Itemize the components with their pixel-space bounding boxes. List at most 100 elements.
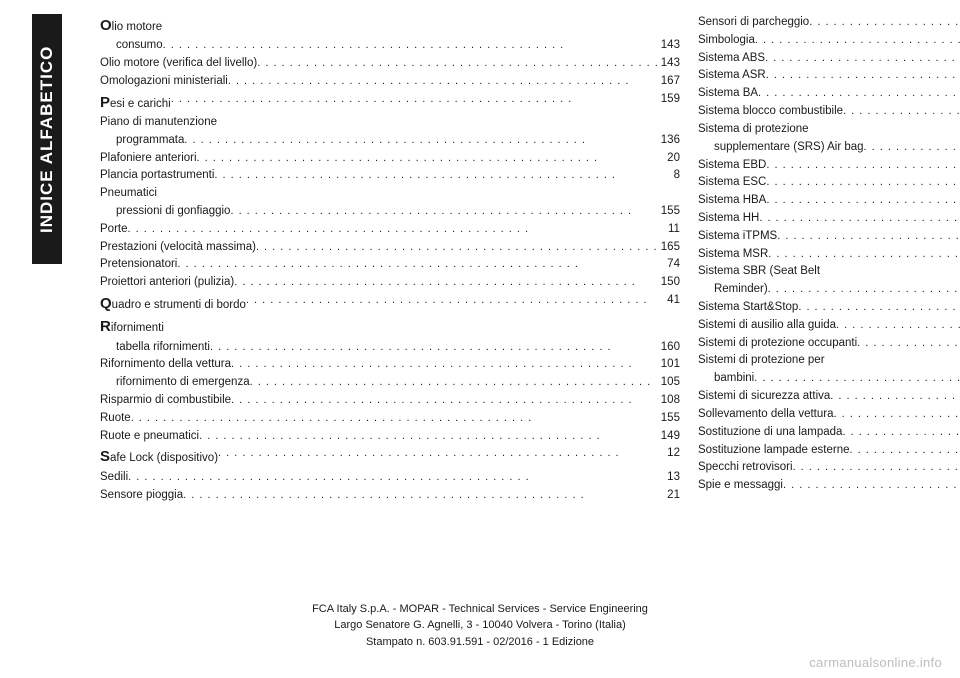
index-entry-page: 20 bbox=[665, 150, 680, 168]
index-entry-dots bbox=[197, 150, 666, 168]
index-entry-page: 143 bbox=[659, 55, 680, 73]
index-entry-dots bbox=[809, 14, 960, 32]
index-entry-dots bbox=[228, 73, 659, 91]
index-entry-label: Sistema HBA bbox=[698, 192, 766, 210]
index-entry: pressioni di gonfiaggio 155 bbox=[100, 203, 680, 221]
index-entry-dots bbox=[163, 37, 659, 55]
index-entry-dots bbox=[798, 299, 960, 317]
index-entry-label: Sistema Start&Stop bbox=[698, 299, 798, 317]
index-entry-label: Specchi retrovisori bbox=[698, 459, 793, 477]
index-entry-page: 155 bbox=[659, 203, 680, 221]
index-entry-label: Sistema iTPMS bbox=[698, 228, 777, 246]
index-entry: Safe Lock (dispositivo)12 bbox=[100, 445, 680, 468]
index-entry-label: Risparmio di combustibile bbox=[100, 392, 231, 410]
index-entry-page: 159 bbox=[659, 91, 680, 114]
index-entry-dots bbox=[768, 246, 960, 264]
index-entry-label: Rifornimento della vettura bbox=[100, 356, 231, 374]
index-entry-dots bbox=[849, 442, 960, 460]
index-entry-dots bbox=[766, 174, 960, 192]
index-entry: Simbologia4 bbox=[698, 32, 960, 50]
index-entry-label: tabella rifornimenti bbox=[116, 339, 210, 357]
index-entry-label: Sistema di protezione bbox=[698, 121, 809, 139]
index-entry-label: Sistemi di protezione per bbox=[698, 352, 825, 370]
index-entry-dots bbox=[210, 339, 659, 357]
index-entry-label: Prestazioni (velocità massima) bbox=[100, 239, 256, 257]
index-entry-initial: R bbox=[100, 315, 111, 338]
index-entry-label: supplementare (SRS) Air bag bbox=[714, 139, 864, 157]
index-entry-label: rifornimento di emergenza bbox=[116, 374, 250, 392]
index-entry-dots bbox=[128, 221, 667, 239]
index-entry: Sollevamento della vettura147 bbox=[698, 406, 960, 424]
index-entry: Pretensionatori74 bbox=[100, 256, 680, 274]
index-entry-label: Sistema HH bbox=[698, 210, 759, 228]
index-entry-dots bbox=[183, 487, 665, 505]
index-entry-label: Ruote bbox=[100, 410, 131, 428]
index-entry-dots bbox=[246, 292, 665, 315]
index-entry: Prestazioni (velocità massima) 165 bbox=[100, 239, 680, 257]
index-entry-dots bbox=[754, 370, 960, 388]
index-entry-dots bbox=[842, 424, 960, 442]
index-entry-label: Sollevamento della vettura bbox=[698, 406, 834, 424]
index-entry-dots bbox=[177, 256, 665, 274]
index-entry-dots bbox=[171, 91, 659, 114]
index-entry-dots bbox=[234, 274, 659, 292]
index-entry-label: Porte bbox=[100, 221, 128, 239]
index-entry: Plafoniere anteriori20 bbox=[100, 150, 680, 168]
index-entry-dots bbox=[758, 85, 960, 103]
index-entry: Sostituzione di una lampada111 bbox=[698, 424, 960, 442]
index-entry-dots bbox=[857, 335, 960, 353]
index-entry-page: 150 bbox=[659, 274, 680, 292]
index-entry: Piano di manutenzione bbox=[100, 114, 680, 132]
index-entry: Sistema MSR57 bbox=[698, 246, 960, 264]
index-entry: Rifornimenti bbox=[100, 315, 680, 338]
index-entry-page: 8 bbox=[672, 167, 680, 185]
footer: FCA Italy S.p.A. - MOPAR - Technical Ser… bbox=[0, 601, 960, 651]
section-tab: INDICE ALFABETICO bbox=[32, 14, 62, 264]
index-entry: consumo143 bbox=[100, 37, 680, 55]
index-entry-dots bbox=[256, 239, 659, 257]
index-entry-label: Pesi e carichi bbox=[100, 91, 171, 114]
index-entry-dots bbox=[199, 428, 659, 446]
index-entry-dots bbox=[843, 103, 960, 121]
index-entry-initial: P bbox=[100, 91, 110, 114]
index-entry-dots bbox=[230, 203, 658, 221]
index-entry-dots bbox=[231, 392, 659, 410]
index-entry-dots bbox=[257, 55, 659, 73]
index-entry-page: 136 bbox=[659, 132, 680, 150]
index-entry-page: 21 bbox=[665, 487, 680, 505]
index-entry: bambini77 bbox=[698, 370, 960, 388]
index-entry-label: Rifornimenti bbox=[100, 315, 164, 338]
index-entry-dots bbox=[766, 192, 960, 210]
index-entry-page: 167 bbox=[659, 73, 680, 91]
index-entry-label: Sistemi di sicurezza attiva bbox=[698, 388, 830, 406]
index-entry-page: 13 bbox=[665, 469, 680, 487]
index-entry-label: Pneumatici bbox=[100, 185, 157, 203]
index-entry-label: Sistema SBR (Seat Belt bbox=[698, 263, 820, 281]
index-entry-page: 11 bbox=[666, 221, 680, 239]
footer-line-2: Largo Senatore G. Agnelli, 3 - 10040 Vol… bbox=[0, 617, 960, 634]
index-entry-page: 165 bbox=[659, 239, 680, 257]
index-entry-label: Proiettori anteriori (pulizia) bbox=[100, 274, 234, 292]
index-entry: Sistema ASR56 bbox=[698, 67, 960, 85]
index-entry-label: Simbologia bbox=[698, 32, 755, 50]
index-column-2: Sensori di parcheggio102Simbologia4Siste… bbox=[698, 14, 960, 588]
index-entry-dots bbox=[766, 67, 960, 85]
index-entry: Sistemi di sicurezza attiva55 bbox=[698, 388, 960, 406]
index-entry: Sistema BA57 bbox=[698, 85, 960, 103]
index-entry-page: 108 bbox=[659, 392, 680, 410]
index-entry-label: Sistema ESC bbox=[698, 174, 766, 192]
index-entry: supplementare (SRS) Air bag89 bbox=[698, 139, 960, 157]
index-entry-label: Piano di manutenzione bbox=[100, 114, 217, 132]
index-entry: Ruote 155 bbox=[100, 410, 680, 428]
index-entry-label: Sistema BA bbox=[698, 85, 758, 103]
index-entry-dots bbox=[793, 459, 960, 477]
index-entry-label: pressioni di gonfiaggio bbox=[116, 203, 230, 221]
index-entry: programmata136 bbox=[100, 132, 680, 150]
index-entry-page: 155 bbox=[659, 410, 680, 428]
footer-line-1: FCA Italy S.p.A. - MOPAR - Technical Ser… bbox=[0, 601, 960, 618]
index-entry-page: 12 bbox=[665, 445, 680, 468]
index-entry: rifornimento di emergenza105 bbox=[100, 374, 680, 392]
index-entry-label: Sensori di parcheggio bbox=[698, 14, 809, 32]
index-entry: Proiettori anteriori (pulizia) 150 bbox=[100, 274, 680, 292]
index-entry-dots bbox=[830, 388, 960, 406]
